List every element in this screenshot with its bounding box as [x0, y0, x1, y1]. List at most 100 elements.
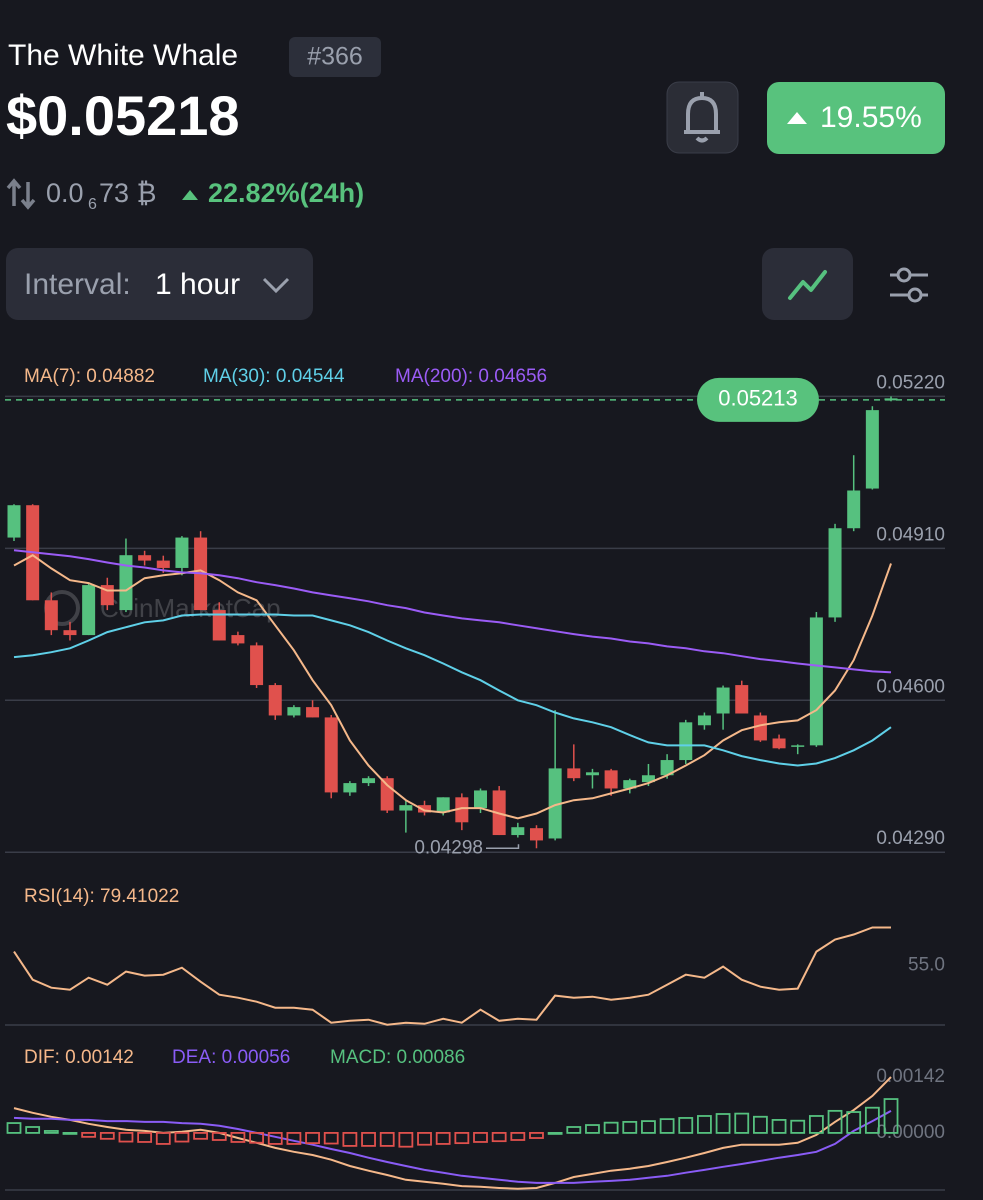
macd-bar — [62, 1132, 78, 1135]
y-tick-label: 0.04910 — [876, 524, 945, 545]
candle-body — [660, 760, 674, 776]
candle-body — [511, 827, 525, 836]
y-tick-label: 0.00142 — [876, 1066, 945, 1087]
bell-icon — [684, 92, 720, 143]
macd-bar — [323, 1132, 339, 1145]
candle-body — [175, 537, 189, 568]
candle-body — [585, 772, 599, 776]
candle-body — [623, 780, 637, 789]
y-tick-label: 0.04290 — [876, 828, 945, 849]
candle-body — [362, 778, 376, 784]
candle-body — [399, 805, 413, 811]
candle-body — [884, 398, 898, 401]
ma-line — [13, 554, 892, 820]
candle-body — [7, 505, 21, 538]
macd-bar — [864, 1106, 880, 1134]
low-label: 0.04298 — [414, 837, 483, 858]
macd-bar — [6, 1122, 22, 1134]
macd-bar — [566, 1126, 582, 1134]
line-chart-icon — [788, 270, 827, 300]
y-tick-label: 0.04600 — [876, 676, 945, 697]
candle-body — [828, 528, 842, 618]
coin-name: The White Whale — [8, 39, 238, 72]
candle-body — [604, 770, 618, 789]
macd-bar — [155, 1132, 171, 1145]
macd-bar — [641, 1120, 656, 1134]
candle-body — [791, 745, 805, 747]
macd-bar — [734, 1112, 750, 1134]
candle-body — [847, 490, 861, 529]
candle-body — [138, 555, 152, 561]
candle-body — [529, 828, 543, 841]
candle-body — [306, 707, 320, 718]
legend-entry: RSI(14): 79.41022 — [24, 886, 179, 907]
candle-body — [772, 738, 786, 749]
candle-body — [735, 685, 749, 714]
macd-bar — [230, 1132, 246, 1143]
candle-body — [753, 715, 767, 741]
macd-bar — [510, 1132, 526, 1141]
current-price-pill — [697, 377, 819, 422]
macd-bar — [193, 1132, 209, 1140]
macd-bar — [417, 1132, 432, 1146]
candle-body — [380, 778, 394, 811]
macd-bar — [547, 1132, 563, 1135]
interval-value: 1 hour — [155, 268, 240, 301]
candle-body — [809, 617, 823, 746]
macd-bar — [715, 1113, 731, 1134]
macd-bar — [286, 1132, 302, 1145]
candle-body — [567, 768, 581, 779]
price: $0.05218 — [6, 84, 240, 147]
macd-bar — [305, 1132, 320, 1145]
rsi-line — [13, 926, 891, 1026]
macd-bar — [808, 1115, 824, 1134]
interval-button[interactable] — [6, 248, 313, 320]
candle-body — [436, 797, 450, 813]
candle-body — [250, 645, 264, 686]
macd-bar — [137, 1132, 153, 1143]
candle-body — [82, 585, 96, 636]
alert-button[interactable] — [666, 81, 739, 154]
macd-bar — [118, 1132, 134, 1143]
candle-body — [231, 635, 245, 644]
candle-body — [455, 797, 469, 823]
y-tick-label: 0.05220 — [876, 372, 945, 393]
macd-bar — [454, 1132, 470, 1145]
macd-bar — [491, 1132, 507, 1143]
candle-body — [287, 707, 301, 716]
candle-body — [548, 768, 562, 839]
macd-bar — [174, 1132, 190, 1143]
interval-label: Interval: — [24, 268, 131, 301]
settings-icon[interactable] — [890, 267, 928, 303]
y-tick-label: 55.0 — [908, 955, 945, 976]
macd-bar — [81, 1132, 97, 1138]
candle-body — [641, 775, 655, 783]
macd-bar — [267, 1132, 283, 1145]
y-tick-label: 0.00000 — [876, 1122, 945, 1143]
macd-bar — [249, 1132, 264, 1144]
macd-bar — [211, 1132, 227, 1141]
candle-body — [865, 410, 879, 489]
legend-entry: MA(30): 0.04544 — [203, 366, 345, 387]
candle-body — [156, 560, 170, 568]
btc-price-zeros: 6 — [88, 196, 97, 213]
candle-body — [63, 630, 77, 636]
candle-body — [324, 717, 338, 793]
btc-price-rest: 73 ₿ — [99, 178, 157, 208]
ma-line — [13, 613, 892, 767]
macd-bar — [379, 1132, 395, 1147]
macd-bar — [25, 1126, 41, 1134]
macd-bar — [398, 1132, 414, 1148]
macd-bar — [342, 1132, 358, 1147]
macd-bar — [846, 1111, 862, 1134]
current-price-label: 0.05213 — [718, 386, 798, 411]
candle-body — [268, 685, 282, 716]
macd-bar — [585, 1124, 600, 1134]
change: 19.55% — [820, 101, 922, 134]
candle-body — [679, 722, 693, 761]
macd-bar — [473, 1132, 488, 1143]
legend-entry: MACD: 0.00086 — [330, 1047, 465, 1068]
